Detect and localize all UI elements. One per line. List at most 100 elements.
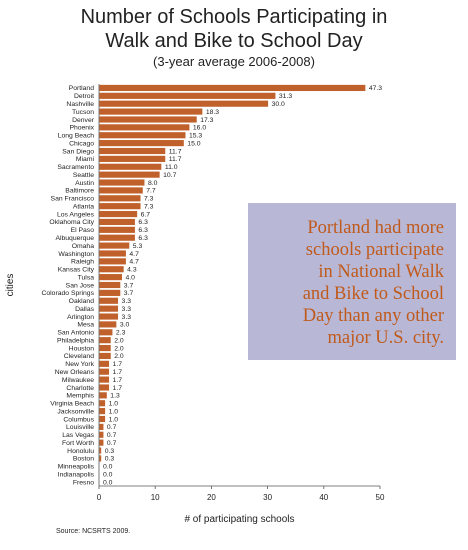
value-label: 7.3 — [144, 196, 154, 203]
bar — [99, 92, 276, 99]
category-label: Fresno — [73, 479, 94, 486]
category-label: Indianapolis — [58, 471, 95, 478]
bar — [99, 289, 121, 296]
category-label: Austin — [75, 180, 94, 187]
category-label: Cleveland — [64, 353, 94, 360]
category-label: Virginia Beach — [50, 401, 94, 408]
bar — [99, 258, 126, 265]
value-label: 7.7 — [146, 188, 156, 195]
category-label: Tulsa — [78, 274, 95, 281]
value-label: 4.7 — [129, 251, 139, 258]
callout-line: major U.S. city. — [327, 328, 444, 348]
bar — [99, 187, 143, 194]
bar — [99, 226, 135, 233]
bar — [99, 313, 119, 320]
bar — [99, 108, 203, 115]
bar — [99, 431, 104, 438]
bar — [99, 368, 110, 375]
value-label: 1.7 — [113, 369, 123, 376]
callout-line: schools participate — [305, 240, 444, 260]
bar — [99, 344, 111, 352]
bar — [99, 305, 119, 312]
bar — [99, 281, 121, 289]
value-label: 5.3 — [133, 243, 143, 250]
category-label: Kansas City — [58, 267, 95, 274]
category-label: Mesa — [77, 322, 94, 329]
value-label: 2.0 — [114, 337, 124, 344]
value-label: 2.0 — [114, 345, 124, 352]
value-label: 16.0 — [193, 125, 206, 132]
bar — [99, 439, 104, 446]
value-label: 11.0 — [165, 164, 178, 171]
bar — [99, 124, 190, 131]
callout-line: Day than any other — [302, 306, 444, 326]
category-label: Arlington — [67, 314, 94, 321]
bar — [99, 297, 119, 304]
bar — [99, 195, 141, 202]
bar — [99, 84, 366, 92]
bar — [99, 415, 106, 423]
value-label: 1.7 — [113, 377, 123, 384]
category-label: Miami — [76, 156, 95, 163]
x-tick-label: 50 — [376, 493, 385, 502]
category-label: Houston — [69, 345, 95, 352]
bar — [99, 447, 102, 454]
value-label: 0.0 — [103, 471, 113, 478]
value-label: 0.0 — [103, 479, 113, 486]
value-label: 4.0 — [125, 274, 135, 281]
category-label: Fort Worth — [62, 440, 94, 447]
category-label: Louisville — [66, 424, 94, 431]
value-label: 1.0 — [109, 401, 119, 408]
category-label: Denver — [72, 117, 95, 124]
category-label: Raleigh — [71, 259, 94, 266]
x-tick-label: 10 — [151, 493, 160, 502]
bar — [99, 329, 113, 336]
bar — [99, 400, 106, 407]
category-label: Seattle — [73, 172, 94, 179]
value-label: 10.7 — [163, 172, 176, 179]
callout-line: and Bike to School — [302, 284, 444, 304]
category-label: Washington — [58, 251, 94, 258]
bar — [99, 155, 166, 162]
bar — [99, 352, 111, 360]
bar — [99, 140, 184, 147]
value-label: 1.0 — [109, 408, 119, 415]
value-label: 0.7 — [107, 432, 117, 439]
value-label: 1.0 — [109, 416, 119, 423]
value-label: 2.3 — [116, 330, 126, 337]
value-label: 2.0 — [114, 353, 124, 360]
category-label: Chicago — [69, 140, 94, 147]
category-label: San Antonio — [57, 330, 94, 337]
bar — [99, 392, 107, 399]
value-label: 3.7 — [124, 290, 134, 297]
bar — [99, 321, 117, 328]
bar — [99, 455, 102, 462]
value-label: 0.0 — [103, 464, 113, 471]
chart-title-line-1: Number of Schools Participating in — [80, 6, 388, 28]
category-label: Columbus — [63, 416, 94, 423]
bar — [99, 408, 106, 415]
category-label: San Jose — [66, 282, 95, 289]
value-label: 47.3 — [369, 85, 382, 92]
category-label: Boston — [73, 456, 94, 463]
bar — [99, 179, 145, 186]
category-label: Colorado Springs — [41, 290, 94, 297]
bar — [99, 234, 135, 241]
value-label: 30.0 — [272, 101, 285, 108]
bar — [99, 203, 141, 210]
category-label: Sacramento — [57, 164, 94, 171]
bar — [99, 376, 110, 383]
bar — [99, 360, 110, 367]
value-label: 6.7 — [141, 211, 151, 218]
value-label: 4.3 — [127, 267, 137, 274]
callout-line: in National Walk — [318, 262, 444, 282]
category-label: Las Vegas — [62, 432, 94, 439]
bar — [99, 337, 111, 344]
bar — [99, 218, 135, 226]
value-label: 6.3 — [138, 219, 148, 226]
bar — [99, 250, 126, 257]
category-label: Oklahoma City — [49, 219, 94, 226]
value-label: 0.7 — [107, 424, 117, 431]
chart-title-line-2: Walk and Bike to School Day — [105, 30, 363, 52]
